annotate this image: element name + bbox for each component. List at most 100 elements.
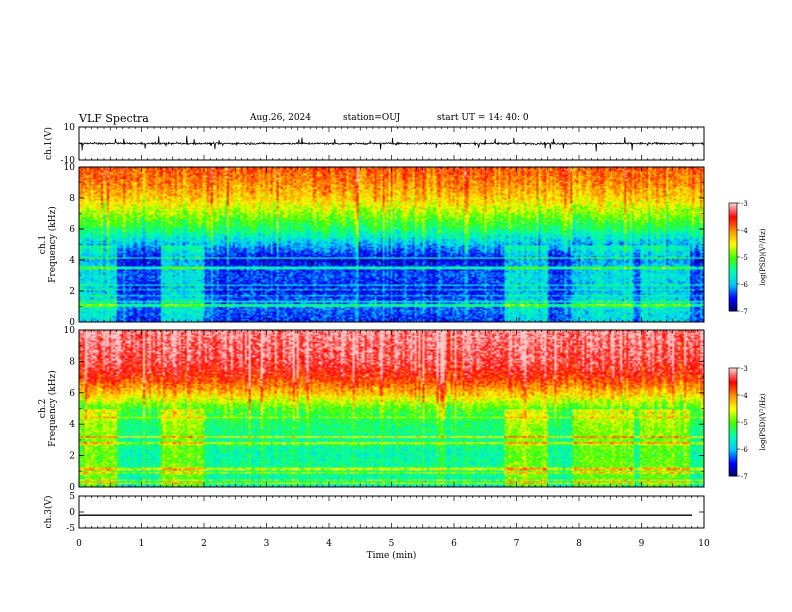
ch1-colorbar-segment bbox=[729, 249, 737, 253]
ch2-colorbar-segment bbox=[729, 441, 737, 445]
x-tick-label: 7 bbox=[514, 539, 520, 549]
ch1-colorbar-segment bbox=[729, 285, 737, 289]
ch1-colorbar-segment bbox=[729, 294, 737, 298]
ch1-colorbar-segment bbox=[729, 217, 737, 220]
ch2-colorbar-segment bbox=[729, 461, 737, 464]
ch2-colorbar-segment bbox=[729, 404, 737, 407]
ch1-frequency-label: Frequency (kHz) bbox=[47, 206, 58, 283]
ch2-colorbar-segment bbox=[729, 384, 737, 387]
ch2-colorbar-segment bbox=[729, 395, 737, 398]
ch2-colorbar-segment bbox=[729, 431, 737, 434]
station-label: station=OUJ bbox=[343, 113, 401, 123]
ch1-colorbar-segment bbox=[729, 231, 737, 235]
ch2-colorbar-tick-label: -5 bbox=[741, 419, 748, 427]
ch2-colorbar-segment bbox=[729, 423, 737, 427]
ch1-colorbar-segment bbox=[729, 239, 737, 242]
ch2-colorbar-segment bbox=[729, 463, 737, 466]
ch2-colorbar-segment bbox=[729, 454, 737, 457]
x-tick-label: 4 bbox=[326, 539, 332, 549]
ch3-ylabel: ch.3(V) bbox=[43, 496, 54, 529]
ch2-colorbar-segment bbox=[729, 450, 737, 454]
ch1-colorbar-segment bbox=[729, 291, 737, 294]
ch1-colorbar-tick-label: -3 bbox=[741, 200, 748, 208]
ch2-colorbar-segment bbox=[729, 427, 737, 430]
ch2-colorbar-segment bbox=[729, 398, 737, 401]
ch1-colorbar-segment bbox=[729, 262, 737, 265]
ch1-colorbar-segment bbox=[729, 246, 737, 249]
ch2-colorbar-segment bbox=[729, 380, 737, 383]
ch2-colorbar-segment bbox=[729, 472, 737, 475]
y-tick-label: 0 bbox=[69, 508, 75, 518]
ch2-colorbar-segment bbox=[729, 438, 737, 441]
ch1-colorbar-segment bbox=[729, 255, 737, 258]
ch2-colorbar-segment bbox=[729, 422, 737, 425]
x-tick-label: 10 bbox=[698, 539, 710, 549]
y-tick-label: 6 bbox=[69, 225, 75, 235]
ch2-colorbar-segment bbox=[729, 436, 737, 439]
ch2-colorbar-segment bbox=[729, 387, 737, 391]
y-tick-label: 5 bbox=[69, 492, 75, 502]
ch2-colorbar-segment bbox=[729, 411, 737, 414]
ch1-colorbar-segment bbox=[729, 282, 737, 285]
ch1-colorbar-segment bbox=[729, 204, 737, 208]
ch1-colorbar-segment bbox=[729, 309, 737, 312]
y-tick-label: 10 bbox=[64, 326, 76, 336]
ch2-colorbar-segment bbox=[729, 393, 737, 396]
ch1-colorbar-segment bbox=[729, 228, 737, 231]
waveform-lines bbox=[78, 135, 705, 516]
ch2-colorbar-label: log(PSD)(V²/Hz) bbox=[759, 393, 767, 450]
ch1-colorbar-segment bbox=[729, 289, 737, 292]
ch1-colorbar-segment bbox=[729, 215, 737, 218]
y-tick-label: 6 bbox=[69, 389, 75, 399]
ch1-colorbar-segment bbox=[729, 251, 737, 254]
ch2-colorbar-segment bbox=[729, 440, 737, 443]
ch1-colorbar-segment bbox=[729, 305, 737, 308]
ch2-colorbar-tick-label: -3 bbox=[741, 365, 748, 373]
y-tick-label: 4 bbox=[69, 420, 75, 430]
ch2-frequency-label: Frequency (kHz) bbox=[47, 370, 58, 447]
ch2-colorbar-segment bbox=[729, 405, 737, 409]
ch1-colorbar-segment bbox=[729, 271, 737, 274]
y-tick-label: 10 bbox=[64, 123, 76, 133]
ch1-colorbar-segment bbox=[729, 253, 737, 256]
ch1-colorbar-tick-label: -5 bbox=[741, 254, 748, 262]
ch2-colorbar-segment bbox=[729, 465, 737, 468]
ch2-colorbar-segment bbox=[729, 389, 737, 392]
ch1-colorbar-segment bbox=[729, 273, 737, 276]
ch1-colorbar-segment bbox=[729, 242, 737, 245]
ch1-colorbar-segment bbox=[729, 280, 737, 283]
ch2-colorbar-segment bbox=[729, 409, 737, 412]
x-axis-label: Time (min) bbox=[367, 550, 417, 561]
ch1-colorbar-segment bbox=[729, 264, 737, 267]
ch1-colorbar-tick-label: -6 bbox=[741, 281, 748, 289]
ch1-colorbar-segment bbox=[729, 269, 737, 272]
ch1-colorbar-segment bbox=[729, 210, 737, 213]
ch2-colorbar-segment bbox=[729, 402, 737, 405]
ch1-colorbar-segment bbox=[729, 235, 737, 238]
ch1-colorbar-tick-label: -7 bbox=[741, 308, 748, 316]
ch2-colorbar-segment bbox=[729, 369, 737, 373]
y-tick-label: 0 bbox=[69, 483, 75, 493]
ch2-colorbar-segment bbox=[729, 459, 737, 463]
ch1-colorbar-segment bbox=[729, 258, 737, 262]
spectrogram-image bbox=[79, 330, 704, 487]
ch2-colorbar-segment bbox=[729, 396, 737, 400]
y-tick-label: -5 bbox=[66, 524, 75, 534]
ch1-colorbar-tick-label: -4 bbox=[741, 227, 748, 235]
y-tick-label: 10 bbox=[64, 163, 76, 173]
ch1-colorbar-segment bbox=[729, 244, 737, 247]
ch1-colorbar-segment bbox=[729, 257, 737, 260]
ch2-colorbar-segment bbox=[729, 378, 737, 382]
ch1-colorbar-segment bbox=[729, 219, 737, 222]
ch2-colorbar-segment bbox=[729, 456, 737, 459]
x-tick-label: 1 bbox=[139, 539, 145, 549]
start-time-label: start UT = 14: 40: 0 bbox=[437, 113, 529, 123]
chart-title: VLF Spectra bbox=[79, 112, 149, 125]
ch2-colorbar-segment bbox=[729, 414, 737, 418]
ch1-colorbar-segment bbox=[729, 303, 737, 307]
y-tick-label: 8 bbox=[69, 194, 75, 204]
ch1-colorbar-segment bbox=[729, 276, 737, 280]
ch1-colorbar-segment bbox=[729, 278, 737, 281]
ch1-colorbar-segment bbox=[729, 222, 737, 226]
